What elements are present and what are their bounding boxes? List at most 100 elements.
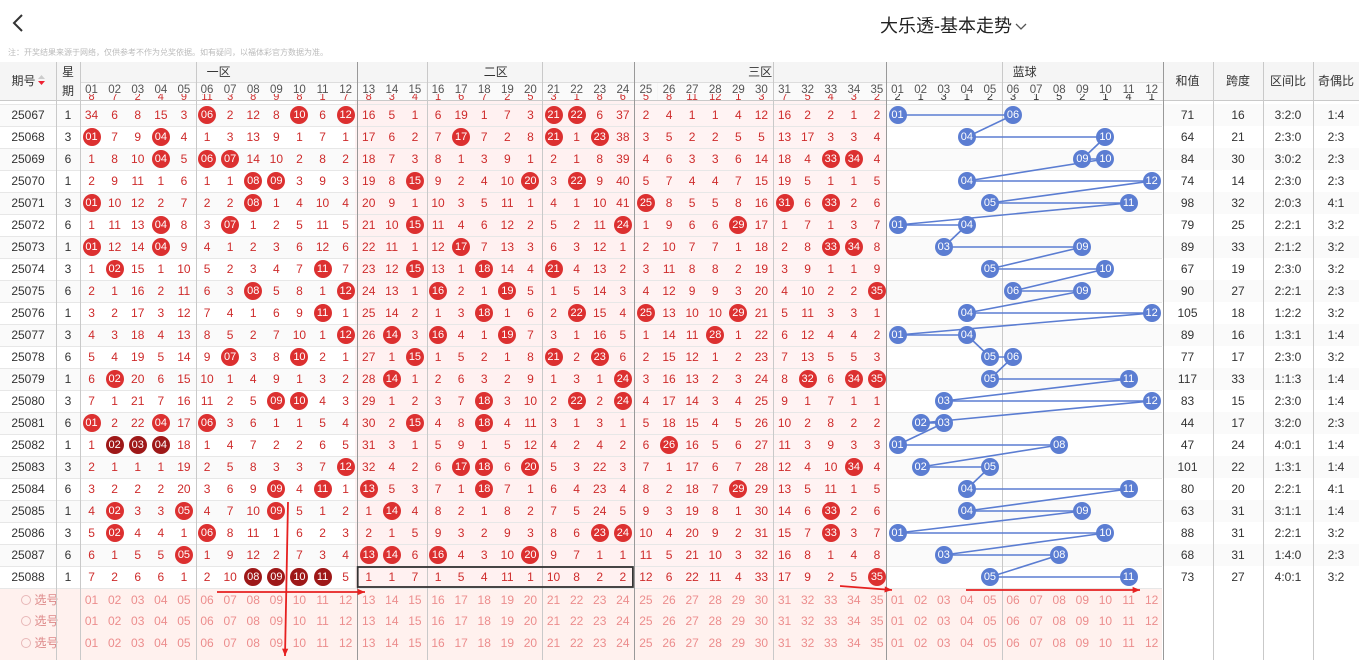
select-blue-12[interactable]: 12 <box>1144 635 1159 650</box>
select-red-23[interactable]: 23 <box>593 635 607 650</box>
select-red-35[interactable]: 35 <box>870 614 884 628</box>
select-blue-05[interactable]: 05 <box>983 635 997 650</box>
select-row-label[interactable]: 选号 <box>0 632 80 653</box>
select-red-05[interactable]: 05 <box>177 592 191 607</box>
select-red-34[interactable]: 34 <box>847 614 861 628</box>
select-blue-09[interactable]: 09 <box>1075 614 1090 628</box>
select-red-15[interactable]: 15 <box>408 635 422 650</box>
select-red-29[interactable]: 29 <box>731 614 746 628</box>
select-red-20[interactable]: 20 <box>523 614 538 628</box>
select-red-11[interactable]: 11 <box>316 614 329 628</box>
select-blue-02[interactable]: 02 <box>913 592 928 607</box>
select-red-21[interactable]: 21 <box>546 614 561 628</box>
select-red-35[interactable]: 35 <box>870 635 884 650</box>
select-red-14[interactable]: 14 <box>385 614 399 628</box>
select-red-16[interactable]: 16 <box>431 635 445 650</box>
select-red-31[interactable]: 31 <box>777 592 792 607</box>
page-title-dropdown[interactable]: 大乐透-基本走势 <box>880 12 1027 38</box>
select-red-18[interactable]: 18 <box>477 635 491 650</box>
select-blue-08[interactable]: 08 <box>1052 592 1066 607</box>
select-red-30[interactable]: 30 <box>754 614 769 628</box>
select-red-27[interactable]: 27 <box>685 614 699 628</box>
select-blue-01[interactable]: 01 <box>890 635 905 650</box>
select-red-09[interactable]: 09 <box>269 592 284 607</box>
select-row-label[interactable]: 选号 <box>0 611 80 632</box>
select-red-23[interactable]: 23 <box>593 592 607 607</box>
select-red-33[interactable]: 33 <box>824 614 838 628</box>
select-red-09[interactable]: 09 <box>269 614 284 628</box>
select-blue-06[interactable]: 06 <box>1006 592 1020 607</box>
select-red-26[interactable]: 26 <box>662 635 676 650</box>
select-red-15[interactable]: 15 <box>408 592 422 607</box>
select-red-25[interactable]: 25 <box>639 614 653 628</box>
select-red-19[interactable]: 19 <box>500 614 515 628</box>
select-blue-05[interactable]: 05 <box>983 592 997 607</box>
select-red-04[interactable]: 04 <box>154 592 168 607</box>
select-red-16[interactable]: 16 <box>431 592 445 607</box>
select-red-33[interactable]: 33 <box>824 635 838 650</box>
select-red-29[interactable]: 29 <box>731 635 746 650</box>
select-red-08[interactable]: 08 <box>246 614 260 628</box>
select-red-02[interactable]: 02 <box>107 614 122 628</box>
select-red-31[interactable]: 31 <box>777 635 792 650</box>
select-red-19[interactable]: 19 <box>500 635 515 650</box>
select-blue-11[interactable]: 11 <box>1122 635 1135 650</box>
select-red-08[interactable]: 08 <box>246 635 260 650</box>
select-radio-icon[interactable] <box>21 616 32 626</box>
select-red-03[interactable]: 03 <box>131 614 145 628</box>
select-red-07[interactable]: 07 <box>223 592 237 607</box>
select-red-14[interactable]: 14 <box>385 635 399 650</box>
select-red-05[interactable]: 05 <box>177 614 191 628</box>
select-blue-07[interactable]: 07 <box>1029 635 1043 650</box>
select-blue-10[interactable]: 10 <box>1098 614 1113 628</box>
select-red-35[interactable]: 35 <box>870 592 884 607</box>
select-red-01[interactable]: 01 <box>84 614 99 628</box>
select-red-14[interactable]: 14 <box>385 592 399 607</box>
select-blue-04[interactable]: 04 <box>960 614 974 628</box>
select-red-10[interactable]: 10 <box>292 592 307 607</box>
select-red-13[interactable]: 13 <box>362 614 376 628</box>
select-red-32[interactable]: 32 <box>800 592 815 607</box>
select-red-13[interactable]: 13 <box>362 592 376 607</box>
select-red-10[interactable]: 10 <box>292 614 307 628</box>
select-blue-04[interactable]: 04 <box>960 635 974 650</box>
select-red-22[interactable]: 22 <box>569 635 584 650</box>
select-red-18[interactable]: 18 <box>477 592 491 607</box>
sort-icon[interactable] <box>37 75 45 87</box>
select-red-01[interactable]: 01 <box>84 592 99 607</box>
select-radio-icon[interactable] <box>21 594 32 605</box>
select-red-26[interactable]: 26 <box>662 614 676 628</box>
select-red-20[interactable]: 20 <box>523 635 538 650</box>
select-blue-10[interactable]: 10 <box>1098 635 1113 650</box>
select-red-09[interactable]: 09 <box>269 635 284 650</box>
select-blue-03[interactable]: 03 <box>937 614 951 628</box>
select-red-25[interactable]: 25 <box>639 635 653 650</box>
select-red-25[interactable]: 25 <box>639 592 653 607</box>
select-red-06[interactable]: 06 <box>200 592 214 607</box>
select-red-02[interactable]: 02 <box>107 635 122 650</box>
select-red-30[interactable]: 30 <box>754 592 769 607</box>
select-red-27[interactable]: 27 <box>685 635 699 650</box>
select-red-28[interactable]: 28 <box>708 592 722 607</box>
select-red-26[interactable]: 26 <box>662 592 676 607</box>
select-radio-icon[interactable] <box>21 637 32 648</box>
select-red-24[interactable]: 24 <box>616 614 630 628</box>
select-row-label[interactable]: 选号 <box>0 589 80 610</box>
issue-header[interactable]: 期号 <box>0 62 56 100</box>
select-red-06[interactable]: 06 <box>200 635 214 650</box>
select-blue-09[interactable]: 09 <box>1075 635 1090 650</box>
select-blue-03[interactable]: 03 <box>937 592 951 607</box>
select-red-03[interactable]: 03 <box>131 592 145 607</box>
select-red-28[interactable]: 28 <box>708 635 722 650</box>
select-red-22[interactable]: 22 <box>569 614 584 628</box>
select-red-12[interactable]: 12 <box>338 614 353 628</box>
select-blue-11[interactable]: 11 <box>1122 592 1135 607</box>
select-red-05[interactable]: 05 <box>177 635 191 650</box>
select-red-21[interactable]: 21 <box>546 592 561 607</box>
select-red-30[interactable]: 30 <box>754 635 769 650</box>
select-red-07[interactable]: 07 <box>223 614 237 628</box>
select-red-02[interactable]: 02 <box>107 592 122 607</box>
select-blue-06[interactable]: 06 <box>1006 635 1020 650</box>
select-red-28[interactable]: 28 <box>708 614 722 628</box>
select-blue-05[interactable]: 05 <box>983 614 997 628</box>
